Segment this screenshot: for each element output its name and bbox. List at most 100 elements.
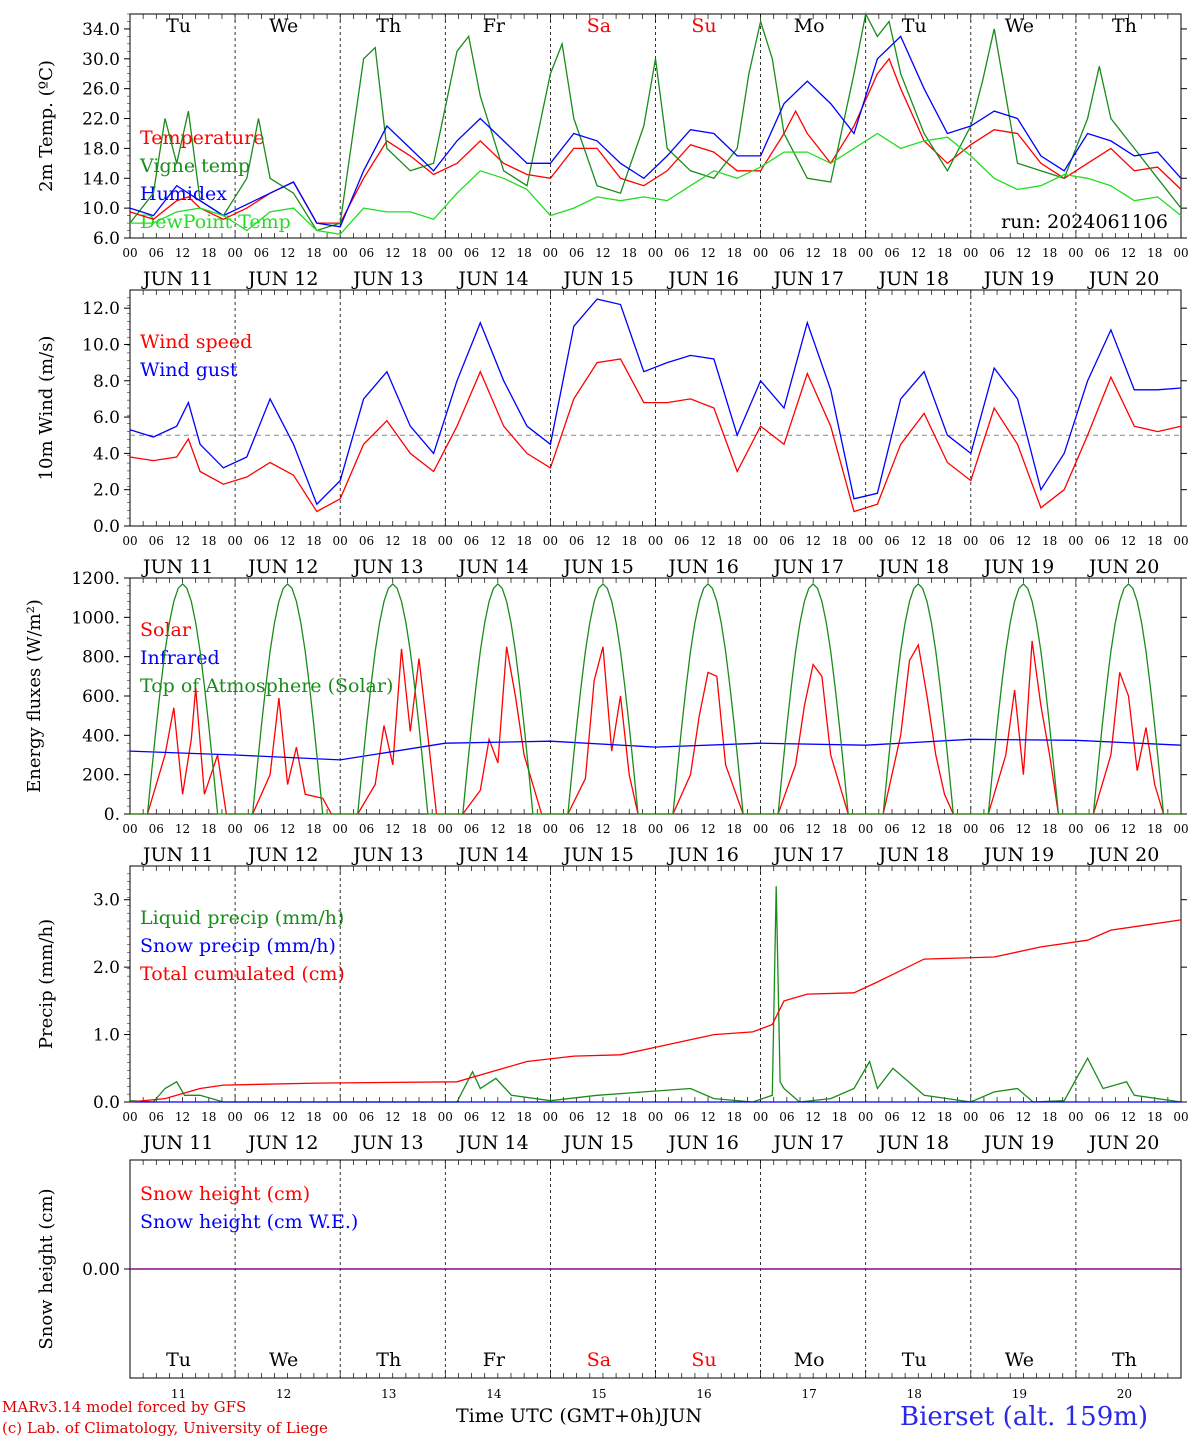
wind-hour-label: 00 (753, 534, 768, 548)
energy-hour-label: 06 (464, 822, 479, 836)
temp-ytick-label: 10.0 (82, 199, 120, 219)
energy-hour-label: 00 (227, 822, 242, 836)
precip-hour-label: 18 (306, 1110, 321, 1124)
wind-ytick-label: 6.0 (93, 408, 120, 428)
precip-hour-label: 00 (1173, 1110, 1188, 1124)
temp-legend-2: Humidex (140, 183, 227, 205)
wind-hour-label: 12 (490, 534, 505, 548)
temp-hour-label: 18 (411, 246, 426, 260)
precip-hour-label: 18 (622, 1110, 637, 1124)
precip-hour-label: 06 (884, 1110, 899, 1124)
temp-date-label: JUN 16 (666, 268, 738, 290)
wind-hour-label: 12 (385, 534, 400, 548)
wind-hour-label: 18 (832, 534, 847, 548)
energy-series-2 (130, 582, 1181, 815)
precip-ytick-label: 2.0 (93, 958, 120, 978)
energy-series-0 (130, 640, 1181, 815)
energy-hour-label: 12 (490, 822, 505, 836)
temp-hour-label: 00 (543, 246, 558, 260)
wind-hour-label: 00 (227, 534, 242, 548)
weekday-label: We (269, 15, 298, 37)
precip-legend-0: Liquid precip (mm/h) (140, 907, 344, 929)
temp-hour-label: 06 (149, 246, 164, 260)
wind-hour-label: 12 (1016, 534, 1031, 548)
wind-hour-label: 00 (122, 534, 137, 548)
energy-date-label: JUN 20 (1087, 844, 1159, 866)
weekday-label: Su (691, 1349, 716, 1371)
precip-hour-label: 06 (464, 1110, 479, 1124)
temp-hour-label: 00 (438, 246, 453, 260)
precip-hour-label: 06 (149, 1110, 164, 1124)
temp-ytick-label: 30.0 (82, 50, 120, 70)
wind-hour-label: 12 (806, 534, 821, 548)
temp-hour-label: 18 (1147, 246, 1162, 260)
temp-date-label: JUN 18 (877, 268, 949, 290)
temp-hour-label: 06 (884, 246, 899, 260)
precip-date-label: JUN 19 (982, 1132, 1054, 1154)
wind-hour-label: 12 (1121, 534, 1136, 548)
weekday-label: Th (1112, 15, 1137, 37)
day-number-label: 12 (276, 1387, 291, 1400)
energy-date-label: JUN 14 (456, 844, 528, 866)
precip-date-label: JUN 16 (666, 1132, 738, 1154)
precip-hour-label: 12 (280, 1110, 295, 1124)
precip-hour-label: 18 (832, 1110, 847, 1124)
temp-ytick-label: 6.0 (93, 229, 120, 249)
energy-series-1 (129, 738, 1182, 761)
day-number-label: 16 (696, 1387, 711, 1400)
energy-hour-label: 18 (727, 822, 742, 836)
wind-series-1 (129, 298, 1182, 506)
energy-hour-label: 12 (595, 822, 610, 836)
weekday-label: Fr (483, 1349, 506, 1371)
temp-hour-label: 00 (858, 246, 873, 260)
day-number-label: 15 (591, 1387, 606, 1400)
weekday-label: Fr (483, 15, 506, 37)
snow-legend-0: Snow height (cm) (140, 1183, 310, 1205)
temp-hour-label: 12 (595, 246, 610, 260)
day-number-label: 11 (171, 1387, 186, 1400)
wind-hour-label: 00 (333, 534, 348, 548)
wind-hour-label: 06 (464, 534, 479, 548)
precip-hour-label: 18 (937, 1110, 952, 1124)
temp-date-label: JUN 20 (1087, 268, 1159, 290)
wind-date-label: JUN 16 (666, 556, 738, 578)
weekday-label: Mo (794, 1349, 825, 1371)
temp-hour-label: 12 (385, 246, 400, 260)
temp-hour-label: 00 (753, 246, 768, 260)
precip-ytick-label: 0.0 (93, 1093, 120, 1113)
day-number-label: 20 (1117, 1387, 1132, 1400)
energy-hour-label: 00 (648, 822, 663, 836)
temp-hour-label: 18 (832, 246, 847, 260)
wind-legend-0: Wind speed (140, 331, 252, 353)
wind-ylabel: 10m Wind (m/s) (36, 336, 57, 481)
weekday-label: Tu (166, 1349, 191, 1371)
weekday-label: Sa (587, 15, 611, 37)
precip-legend-1: Snow precip (mm/h) (140, 935, 336, 957)
temp-hour-label: 06 (464, 246, 479, 260)
time-axis-caption: Time UTC (GMT+0h)JUN (456, 1405, 702, 1427)
energy-date-label: JUN 11 (141, 844, 213, 866)
precip-hour-label: 00 (543, 1110, 558, 1124)
wind-date-label: JUN 12 (246, 556, 318, 578)
energy-date-label: JUN 17 (772, 844, 844, 866)
precip-ytick-label: 1.0 (93, 1026, 120, 1046)
day-number-label: 18 (907, 1387, 922, 1400)
energy-date-label: JUN 18 (877, 844, 949, 866)
wind-hour-label: 00 (963, 534, 978, 548)
wind-ytick-label: 0.0 (93, 517, 120, 537)
energy-date-label: JUN 12 (246, 844, 318, 866)
energy-hour-label: 00 (122, 822, 137, 836)
energy-ytick-label: 400. (82, 726, 120, 746)
temp-hour-label: 18 (516, 246, 531, 260)
energy-hour-label: 12 (175, 822, 190, 836)
temp-series-1 (129, 12, 1182, 232)
temp-legend-1: Vigne temp (139, 155, 250, 177)
model-credit: MARv3.14 model forced by GFS (2, 1398, 247, 1416)
weekday-label: We (1005, 15, 1034, 37)
precip-hour-label: 18 (727, 1110, 742, 1124)
precip-hour-label: 00 (1068, 1110, 1083, 1124)
wind-hour-label: 18 (516, 534, 531, 548)
temp-hour-label: 18 (306, 246, 321, 260)
energy-ytick-label: 1200. (71, 569, 120, 589)
